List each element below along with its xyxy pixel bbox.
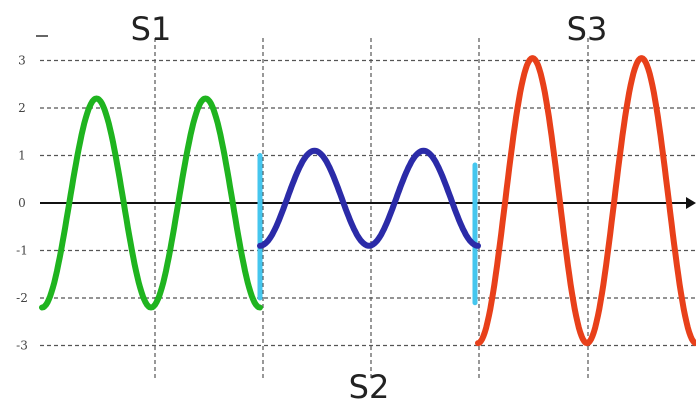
y-tick-label: -1 xyxy=(16,244,28,258)
segment-label-s2: S2 xyxy=(349,368,390,402)
transition-lines xyxy=(257,153,478,306)
x-axis xyxy=(40,197,696,209)
series-s1 xyxy=(39,95,263,311)
series-s3 xyxy=(475,55,696,347)
segment-labels: S1 S2 S3 xyxy=(131,10,608,402)
y-tick-label: 2 xyxy=(18,101,26,115)
series-lines xyxy=(39,55,696,347)
series-s2 xyxy=(257,147,481,249)
y-tick-label: -2 xyxy=(16,291,28,305)
segment-label-s1: S1 xyxy=(131,10,172,48)
x-axis-arrow xyxy=(686,197,696,209)
y-tick-label: 0 xyxy=(18,196,26,210)
y-tick-label: 1 xyxy=(18,149,26,163)
y-tick-label: 3 xyxy=(18,54,26,68)
y-tick-label: -3 xyxy=(16,339,28,353)
y-tick-labels: 3 2 1 0 -1 -2 -3 xyxy=(16,35,48,353)
segment-label-s3: S3 xyxy=(567,10,608,48)
